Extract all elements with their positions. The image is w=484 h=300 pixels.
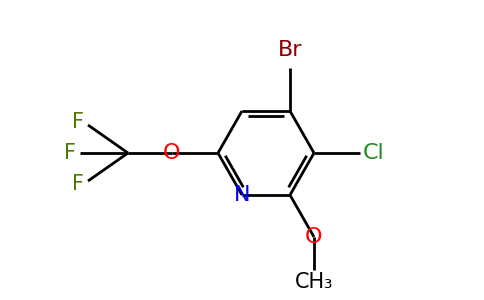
Text: F: F [72,174,84,194]
Text: F: F [64,143,76,163]
Text: CH₃: CH₃ [295,272,333,292]
Text: N: N [234,185,250,205]
Text: Br: Br [278,40,302,60]
Text: O: O [163,143,181,163]
Text: Cl: Cl [363,143,385,163]
Text: F: F [72,112,84,132]
Text: O: O [305,227,323,247]
